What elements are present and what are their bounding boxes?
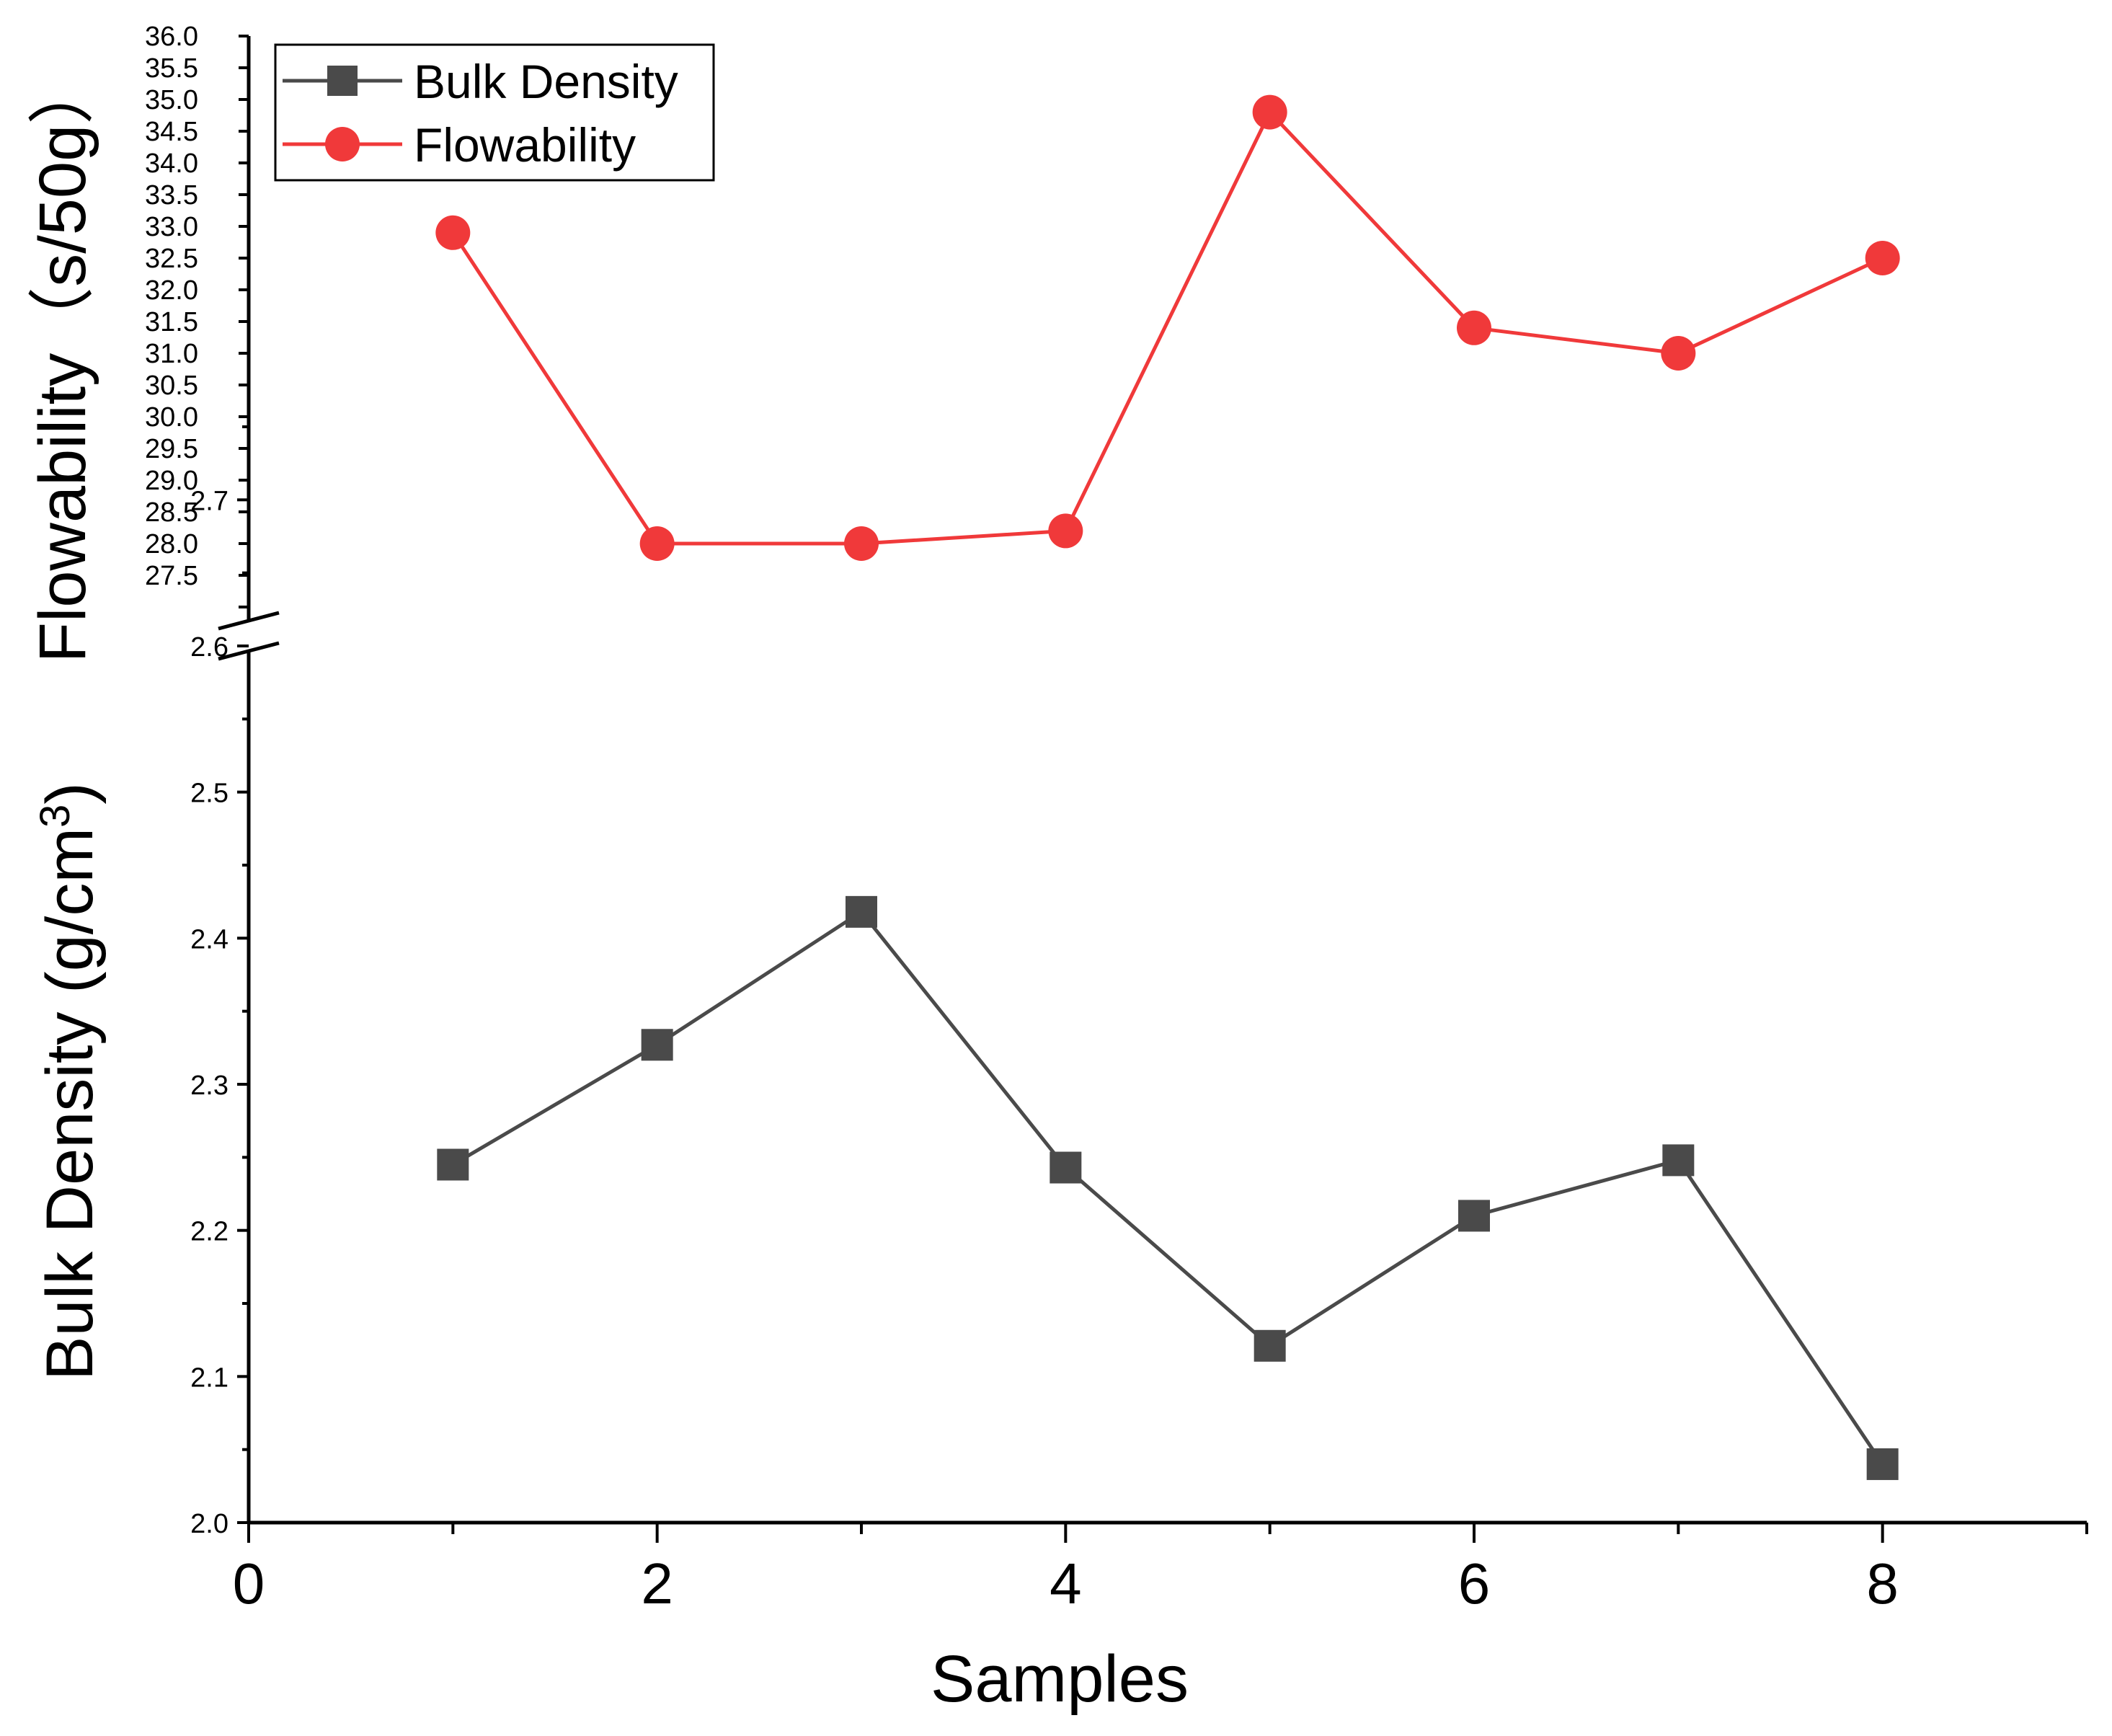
bulk-density-tick-label: 2.0 xyxy=(190,1509,228,1539)
flowability-axis-title: Flowability（s/50g） xyxy=(26,58,99,663)
flowability-tick-label: 33.0 xyxy=(145,212,198,242)
legend-flowability-label: Flowability xyxy=(414,118,636,172)
bulk-density-point xyxy=(1458,1200,1490,1232)
x-tick-label: 0 xyxy=(233,1551,265,1616)
flowability-tick-label: 29.0 xyxy=(145,466,198,496)
flowability-tick-label: 32.5 xyxy=(145,244,198,274)
flowability-point xyxy=(1661,336,1696,371)
bulk-density-point xyxy=(846,895,877,928)
flowability-tick-label: 33.5 xyxy=(145,180,198,211)
flowability-tick-label: 36.0 xyxy=(145,22,198,52)
flowability-tick-label: 29.5 xyxy=(145,434,198,464)
bulk-density-tick-label: 2.5 xyxy=(190,779,228,809)
bulk-density-point xyxy=(1662,1144,1695,1177)
legend: Bulk Density Flowability xyxy=(274,43,715,182)
axes xyxy=(218,36,2087,1525)
bulk-density-point xyxy=(1254,1329,1286,1362)
flowability-tick-label: 30.5 xyxy=(145,371,198,401)
legend-bulk-density-label: Bulk Density xyxy=(414,55,678,108)
flowability-point xyxy=(844,526,879,561)
flowability-point xyxy=(435,215,471,250)
flowability-tick-label: 27.5 xyxy=(145,561,198,591)
bulk-density-point xyxy=(1050,1151,1082,1184)
flowability-tick-label: 31.0 xyxy=(145,339,198,369)
x-tick-label: 2 xyxy=(641,1551,673,1616)
x-tick-label: 8 xyxy=(1866,1551,1899,1616)
bulk-density-tick-label: 2.2 xyxy=(190,1217,228,1247)
axis-break-mark xyxy=(218,641,280,661)
flowability-point xyxy=(1252,94,1287,130)
flowability-point xyxy=(1457,310,1491,345)
x-axis-title: Samples xyxy=(931,1642,1189,1716)
bulk-density-point xyxy=(1866,1448,1899,1480)
bulk-density-tick-label: 2.3 xyxy=(190,1071,228,1101)
flowability-tick-label: 28.5 xyxy=(145,497,198,528)
flowability-point xyxy=(639,526,675,561)
flowability-line xyxy=(451,109,1884,546)
bulk-density-point xyxy=(437,1148,469,1181)
flowability-point xyxy=(1865,241,1900,275)
flowability-tick-label: 28.0 xyxy=(145,529,198,559)
bulk-density-axis-title: Bulk Density (g/cm3) xyxy=(32,782,107,1381)
legend-flowability-marker xyxy=(325,127,360,161)
bulk-density-axis-ticks: 2.0 2.1 2.2 2.3 2.4 2.5 2.6 2.7 xyxy=(190,425,249,1539)
flowability-tick-label: 30.0 xyxy=(145,402,198,433)
flowability-point xyxy=(1048,513,1083,549)
bulk-density-tick-label: 2.1 xyxy=(190,1363,228,1393)
flowability-tick-label: 31.5 xyxy=(145,307,198,337)
x-tick-label: 6 xyxy=(1458,1551,1491,1616)
flowability-axis-ticks: 27.528.028.529.029.530.030.531.031.532.0… xyxy=(145,22,249,608)
series-layer xyxy=(435,94,1900,1480)
x-axis-ticks: 0 2 4 6 8 xyxy=(233,1523,2088,1616)
flowability-tick-label: 35.0 xyxy=(145,85,198,115)
flowability-tick-label: 34.5 xyxy=(145,117,198,147)
flowability-tick-label: 35.5 xyxy=(145,53,198,84)
legend-bulk-density-marker xyxy=(327,66,358,96)
flowability-tick-label: 32.0 xyxy=(145,275,198,306)
axis-break-mark xyxy=(218,611,280,631)
bulk-density-tick-label: 2.4 xyxy=(190,924,228,955)
bulk-density-tick-label: 2.6 xyxy=(190,632,228,663)
bulk-density-line xyxy=(452,909,1884,1466)
bulk-density-tick-label: 2.7 xyxy=(190,486,228,516)
flowability-tick-label: 34.0 xyxy=(145,149,198,179)
x-tick-label: 4 xyxy=(1050,1551,1082,1616)
bulk-density-point xyxy=(641,1029,673,1061)
